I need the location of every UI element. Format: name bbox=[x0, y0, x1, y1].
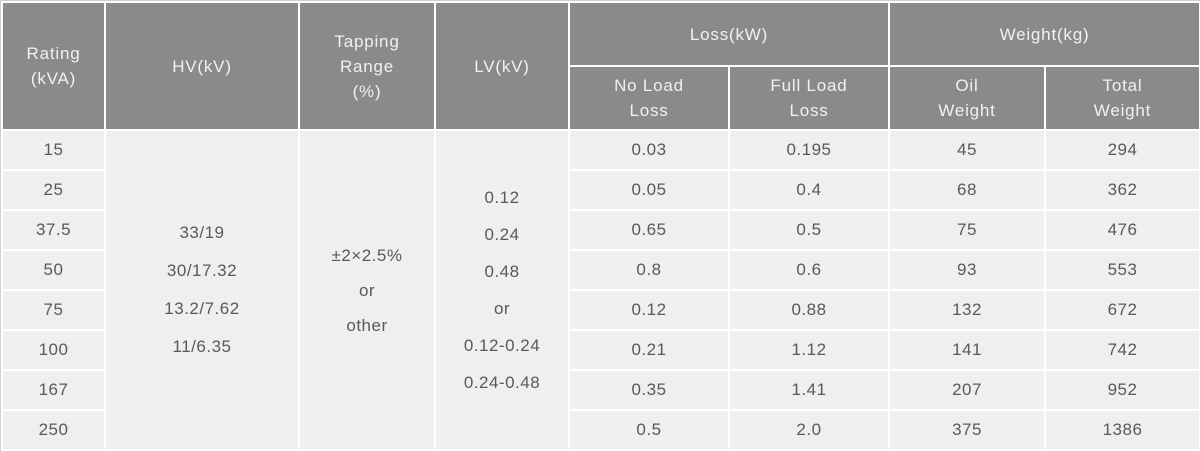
no-load-loss-cell: 0.5 bbox=[570, 411, 728, 449]
no-load-loss-cell: 0.8 bbox=[570, 251, 728, 289]
col-header-total-weight: Total Weight bbox=[1046, 67, 1200, 129]
total-weight-cell: 952 bbox=[1046, 371, 1200, 409]
table-row: 100 0.21 1.12 141 742 bbox=[3, 331, 1200, 369]
col-header-tapping: Tapping Range (%) bbox=[300, 3, 434, 129]
table-row: 167 0.35 1.41 207 952 bbox=[3, 371, 1200, 409]
oil-weight-cell: 375 bbox=[890, 411, 1044, 449]
col-header-oil-weight: Oil Weight bbox=[890, 67, 1044, 129]
rating-cell: 167 bbox=[3, 371, 104, 409]
oil-weight-cell: 93 bbox=[890, 251, 1044, 289]
rating-cell: 15 bbox=[3, 131, 104, 169]
total-weight-cell: 362 bbox=[1046, 171, 1200, 209]
col-header-weight-group: Weight(kg) bbox=[890, 3, 1200, 65]
total-weight-cell: 672 bbox=[1046, 291, 1200, 329]
full-load-loss-cell: 0.4 bbox=[730, 171, 888, 209]
rating-cell: 75 bbox=[3, 291, 104, 329]
table-header: Rating (kVA) HV(kV) Tapping Range (%) LV… bbox=[3, 3, 1200, 129]
oil-weight-cell: 207 bbox=[890, 371, 1044, 409]
full-load-loss-cell: 0.6 bbox=[730, 251, 888, 289]
full-load-loss-cell: 0.88 bbox=[730, 291, 888, 329]
oil-weight-cell: 132 bbox=[890, 291, 1044, 329]
header-sub-row: No Load Loss Full Load Loss Oil Weight T… bbox=[3, 67, 1200, 129]
col-header-loss-group: Loss(kW) bbox=[570, 3, 888, 65]
rating-cell: 250 bbox=[3, 411, 104, 449]
table-row: 50 0.8 0.6 93 553 bbox=[3, 251, 1200, 289]
no-load-loss-cell: 0.35 bbox=[570, 371, 728, 409]
total-weight-cell: 294 bbox=[1046, 131, 1200, 169]
total-weight-cell: 1386 bbox=[1046, 411, 1200, 449]
hv-merged-cell: 33/19 30/17.32 13.2/7.62 11/6.35 bbox=[106, 131, 298, 449]
total-weight-cell: 742 bbox=[1046, 331, 1200, 369]
oil-weight-cell: 68 bbox=[890, 171, 1044, 209]
no-load-loss-cell: 0.03 bbox=[570, 131, 728, 169]
rating-cell: 50 bbox=[3, 251, 104, 289]
total-weight-cell: 476 bbox=[1046, 211, 1200, 249]
full-load-loss-cell: 0.195 bbox=[730, 131, 888, 169]
rating-cell: 37.5 bbox=[3, 211, 104, 249]
table-row: 250 0.5 2.0 375 1386 bbox=[3, 411, 1200, 449]
table-body: 15 33/19 30/17.32 13.2/7.62 11/6.35 ±2×2… bbox=[3, 131, 1200, 449]
no-load-loss-cell: 0.65 bbox=[570, 211, 728, 249]
rating-cell: 100 bbox=[3, 331, 104, 369]
total-weight-cell: 553 bbox=[1046, 251, 1200, 289]
tapping-merged-cell: ±2×2.5% or other bbox=[300, 131, 434, 449]
table-row: 15 33/19 30/17.32 13.2/7.62 11/6.35 ±2×2… bbox=[3, 131, 1200, 449]
oil-weight-cell: 75 bbox=[890, 211, 1044, 249]
col-header-hv: HV(kV) bbox=[106, 3, 298, 129]
full-load-loss-cell: 1.41 bbox=[730, 371, 888, 409]
col-header-rating: Rating (kVA) bbox=[3, 3, 104, 129]
no-load-loss-cell: 0.21 bbox=[570, 331, 728, 369]
full-load-loss-cell: 2.0 bbox=[730, 411, 888, 449]
table-row: 25 0.05 0.4 68 362 bbox=[3, 171, 1200, 209]
no-load-loss-cell: 0.05 bbox=[570, 171, 728, 209]
table-row: 37.5 0.65 0.5 75 476 bbox=[3, 211, 1200, 249]
oil-weight-cell: 141 bbox=[890, 331, 1044, 369]
no-load-loss-cell: 0.12 bbox=[570, 291, 728, 329]
col-header-no-load-loss: No Load Loss bbox=[570, 67, 728, 129]
col-header-full-load-loss: Full Load Loss bbox=[730, 67, 888, 129]
header-group-row: Rating (kVA) HV(kV) Tapping Range (%) LV… bbox=[3, 3, 1200, 129]
full-load-loss-cell: 1.12 bbox=[730, 331, 888, 369]
full-load-loss-cell: 0.5 bbox=[730, 211, 888, 249]
rating-cell: 25 bbox=[3, 171, 104, 209]
oil-weight-cell: 45 bbox=[890, 131, 1044, 169]
table-row: 75 0.12 0.88 132 672 bbox=[3, 291, 1200, 329]
col-header-lv: LV(kV) bbox=[436, 3, 568, 129]
lv-merged-cell: 0.12 0.24 0.48 or 0.12-0.24 0.24-0.48 bbox=[436, 131, 568, 449]
